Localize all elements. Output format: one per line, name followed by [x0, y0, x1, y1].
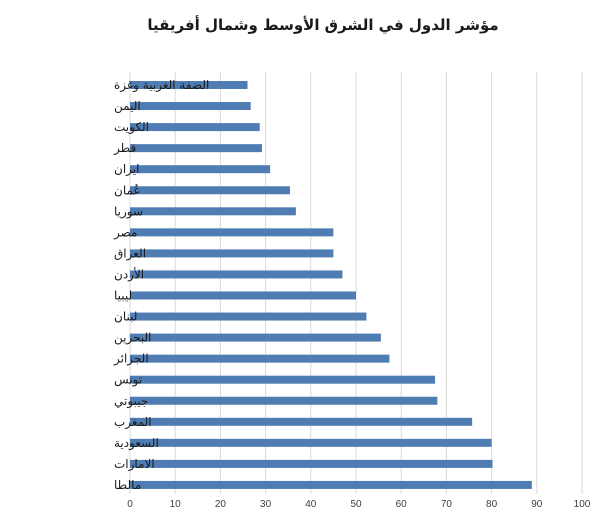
- category-label: الامارات: [114, 457, 155, 472]
- bar: [130, 207, 296, 216]
- bar: [130, 249, 334, 258]
- bar: [130, 354, 390, 363]
- gridlines: [129, 72, 583, 494]
- bar: [130, 102, 251, 111]
- x-tick-label: 0: [127, 499, 133, 510]
- category-label: الكويت: [114, 120, 149, 135]
- x-tick-label: 100: [574, 499, 591, 510]
- bar: [130, 144, 262, 153]
- bar: [130, 396, 438, 405]
- category-label: السعودية: [114, 436, 159, 451]
- category-label: مالطا: [114, 478, 141, 492]
- category-label: تونس: [114, 373, 142, 388]
- x-tick-label: 60: [396, 499, 408, 510]
- category-label: الجزائر: [113, 352, 149, 367]
- category-label: اليمن: [114, 99, 141, 114]
- bar: [130, 228, 334, 237]
- bar: [130, 312, 367, 321]
- bar: [130, 459, 493, 468]
- category-label: سوريا: [114, 204, 143, 219]
- x-tick-label: 20: [215, 499, 227, 510]
- bars: [130, 81, 532, 489]
- bar: [130, 123, 260, 132]
- category-label: قطر: [113, 141, 136, 156]
- category-label: عُمان: [114, 183, 141, 197]
- bar: [130, 186, 291, 195]
- category-label: العراق: [114, 246, 146, 261]
- category-label: ايران: [114, 162, 139, 177]
- bar: [130, 333, 381, 342]
- x-tick-label: 70: [441, 499, 453, 510]
- category-label: الأردن: [114, 266, 144, 282]
- x-tick-label: 80: [486, 499, 498, 510]
- chart-title: مؤشر الدول في الشرق الأوسط وشمال أفريقيا: [147, 15, 498, 34]
- category-label: المغرب: [114, 415, 152, 430]
- bar: [130, 270, 343, 279]
- x-tick-label: 30: [260, 499, 272, 510]
- x-tick-label: 40: [305, 499, 317, 510]
- bar: [130, 291, 356, 300]
- bar: [130, 417, 473, 426]
- category-label: لبنان: [114, 310, 137, 324]
- x-tick-label: 50: [350, 499, 362, 510]
- x-axis-ticks: 0 10 20 30 40 50 60 70 80 90 100: [127, 499, 591, 510]
- x-tick-label: 90: [531, 499, 543, 510]
- bar: [130, 438, 492, 447]
- category-label: البحرين: [114, 331, 151, 346]
- category-label: ليبيا: [114, 289, 132, 303]
- category-labels: الضفة الغربية وغزة اليمن الكويت قطر ايران عُم…: [113, 78, 209, 492]
- category-label: الضفة الغربية وغزة: [114, 78, 209, 93]
- category-label: مصر: [113, 225, 137, 240]
- x-tick-label: 10: [170, 499, 182, 510]
- bar: [130, 375, 436, 384]
- category-label: جيبوتي: [114, 394, 148, 409]
- bar: [130, 480, 532, 489]
- bar: [130, 81, 248, 89]
- bar: [130, 165, 271, 174]
